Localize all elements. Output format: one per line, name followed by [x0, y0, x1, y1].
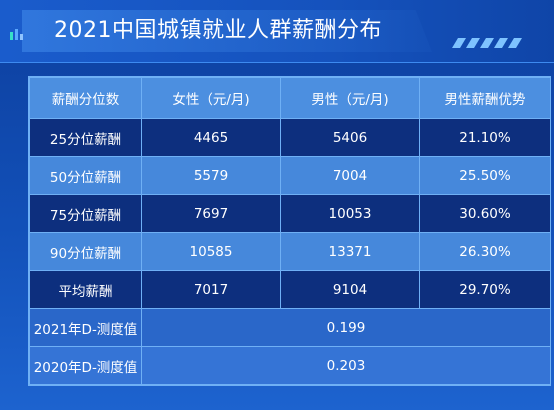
row-label: 75分位薪酬	[29, 194, 142, 233]
table-row: 90分位薪酬 10585 13371 26.30%	[29, 232, 551, 271]
advantage-value: 25.50%	[419, 156, 551, 195]
salary-table: 薪酬分位数 女性（元/月) 男性（元/月) 男性薪酬优势 25分位薪酬 4465…	[28, 76, 551, 386]
advantage-value: 30.60%	[419, 194, 551, 233]
female-value: 4465	[141, 118, 281, 157]
d-measure-label: 2020年D-测度值	[29, 346, 142, 385]
bars-icon	[10, 29, 23, 40]
advantage-value: 29.70%	[419, 270, 551, 309]
page-title: 2021中国城镇就业人群薪酬分布	[54, 18, 382, 43]
table-header-row: 薪酬分位数 女性（元/月) 男性（元/月) 男性薪酬优势	[29, 77, 551, 119]
advantage-value: 26.30%	[419, 232, 551, 271]
header-female: 女性（元/月)	[141, 77, 281, 119]
male-value: 10053	[280, 194, 420, 233]
d-measure-value: 0.199	[141, 308, 551, 347]
d-measure-value: 0.203	[141, 346, 551, 385]
row-label: 50分位薪酬	[29, 156, 142, 195]
table-row: 75分位薪酬 7697 10053 30.60%	[29, 194, 551, 233]
d-measure-row: 2021年D-测度值 0.199	[29, 308, 551, 347]
row-label: 90分位薪酬	[29, 232, 142, 271]
header-banner: 2021中国城镇就业人群薪酬分布	[0, 0, 554, 63]
d-measure-label: 2021年D-测度值	[29, 308, 142, 347]
male-value: 9104	[280, 270, 420, 309]
header-male: 男性（元/月)	[280, 77, 420, 119]
row-label: 25分位薪酬	[29, 118, 142, 157]
table-row: 50分位薪酬 5579 7004 25.50%	[29, 156, 551, 195]
stripes-decoration	[452, 38, 522, 48]
table-row: 25分位薪酬 4465 5406 21.10%	[29, 118, 551, 157]
female-value: 7697	[141, 194, 281, 233]
female-value: 5579	[141, 156, 281, 195]
male-value: 5406	[280, 118, 420, 157]
table-row: 平均薪酬 7017 9104 29.70%	[29, 270, 551, 309]
row-label: 平均薪酬	[29, 270, 142, 309]
female-value: 10585	[141, 232, 281, 271]
female-value: 7017	[141, 270, 281, 309]
d-measure-row: 2020年D-测度值 0.203	[29, 346, 551, 385]
header-advantage: 男性薪酬优势	[419, 77, 551, 119]
advantage-value: 21.10%	[419, 118, 551, 157]
header-percentile: 薪酬分位数	[29, 77, 142, 119]
male-value: 13371	[280, 232, 420, 271]
male-value: 7004	[280, 156, 420, 195]
title-plate	[22, 10, 432, 52]
